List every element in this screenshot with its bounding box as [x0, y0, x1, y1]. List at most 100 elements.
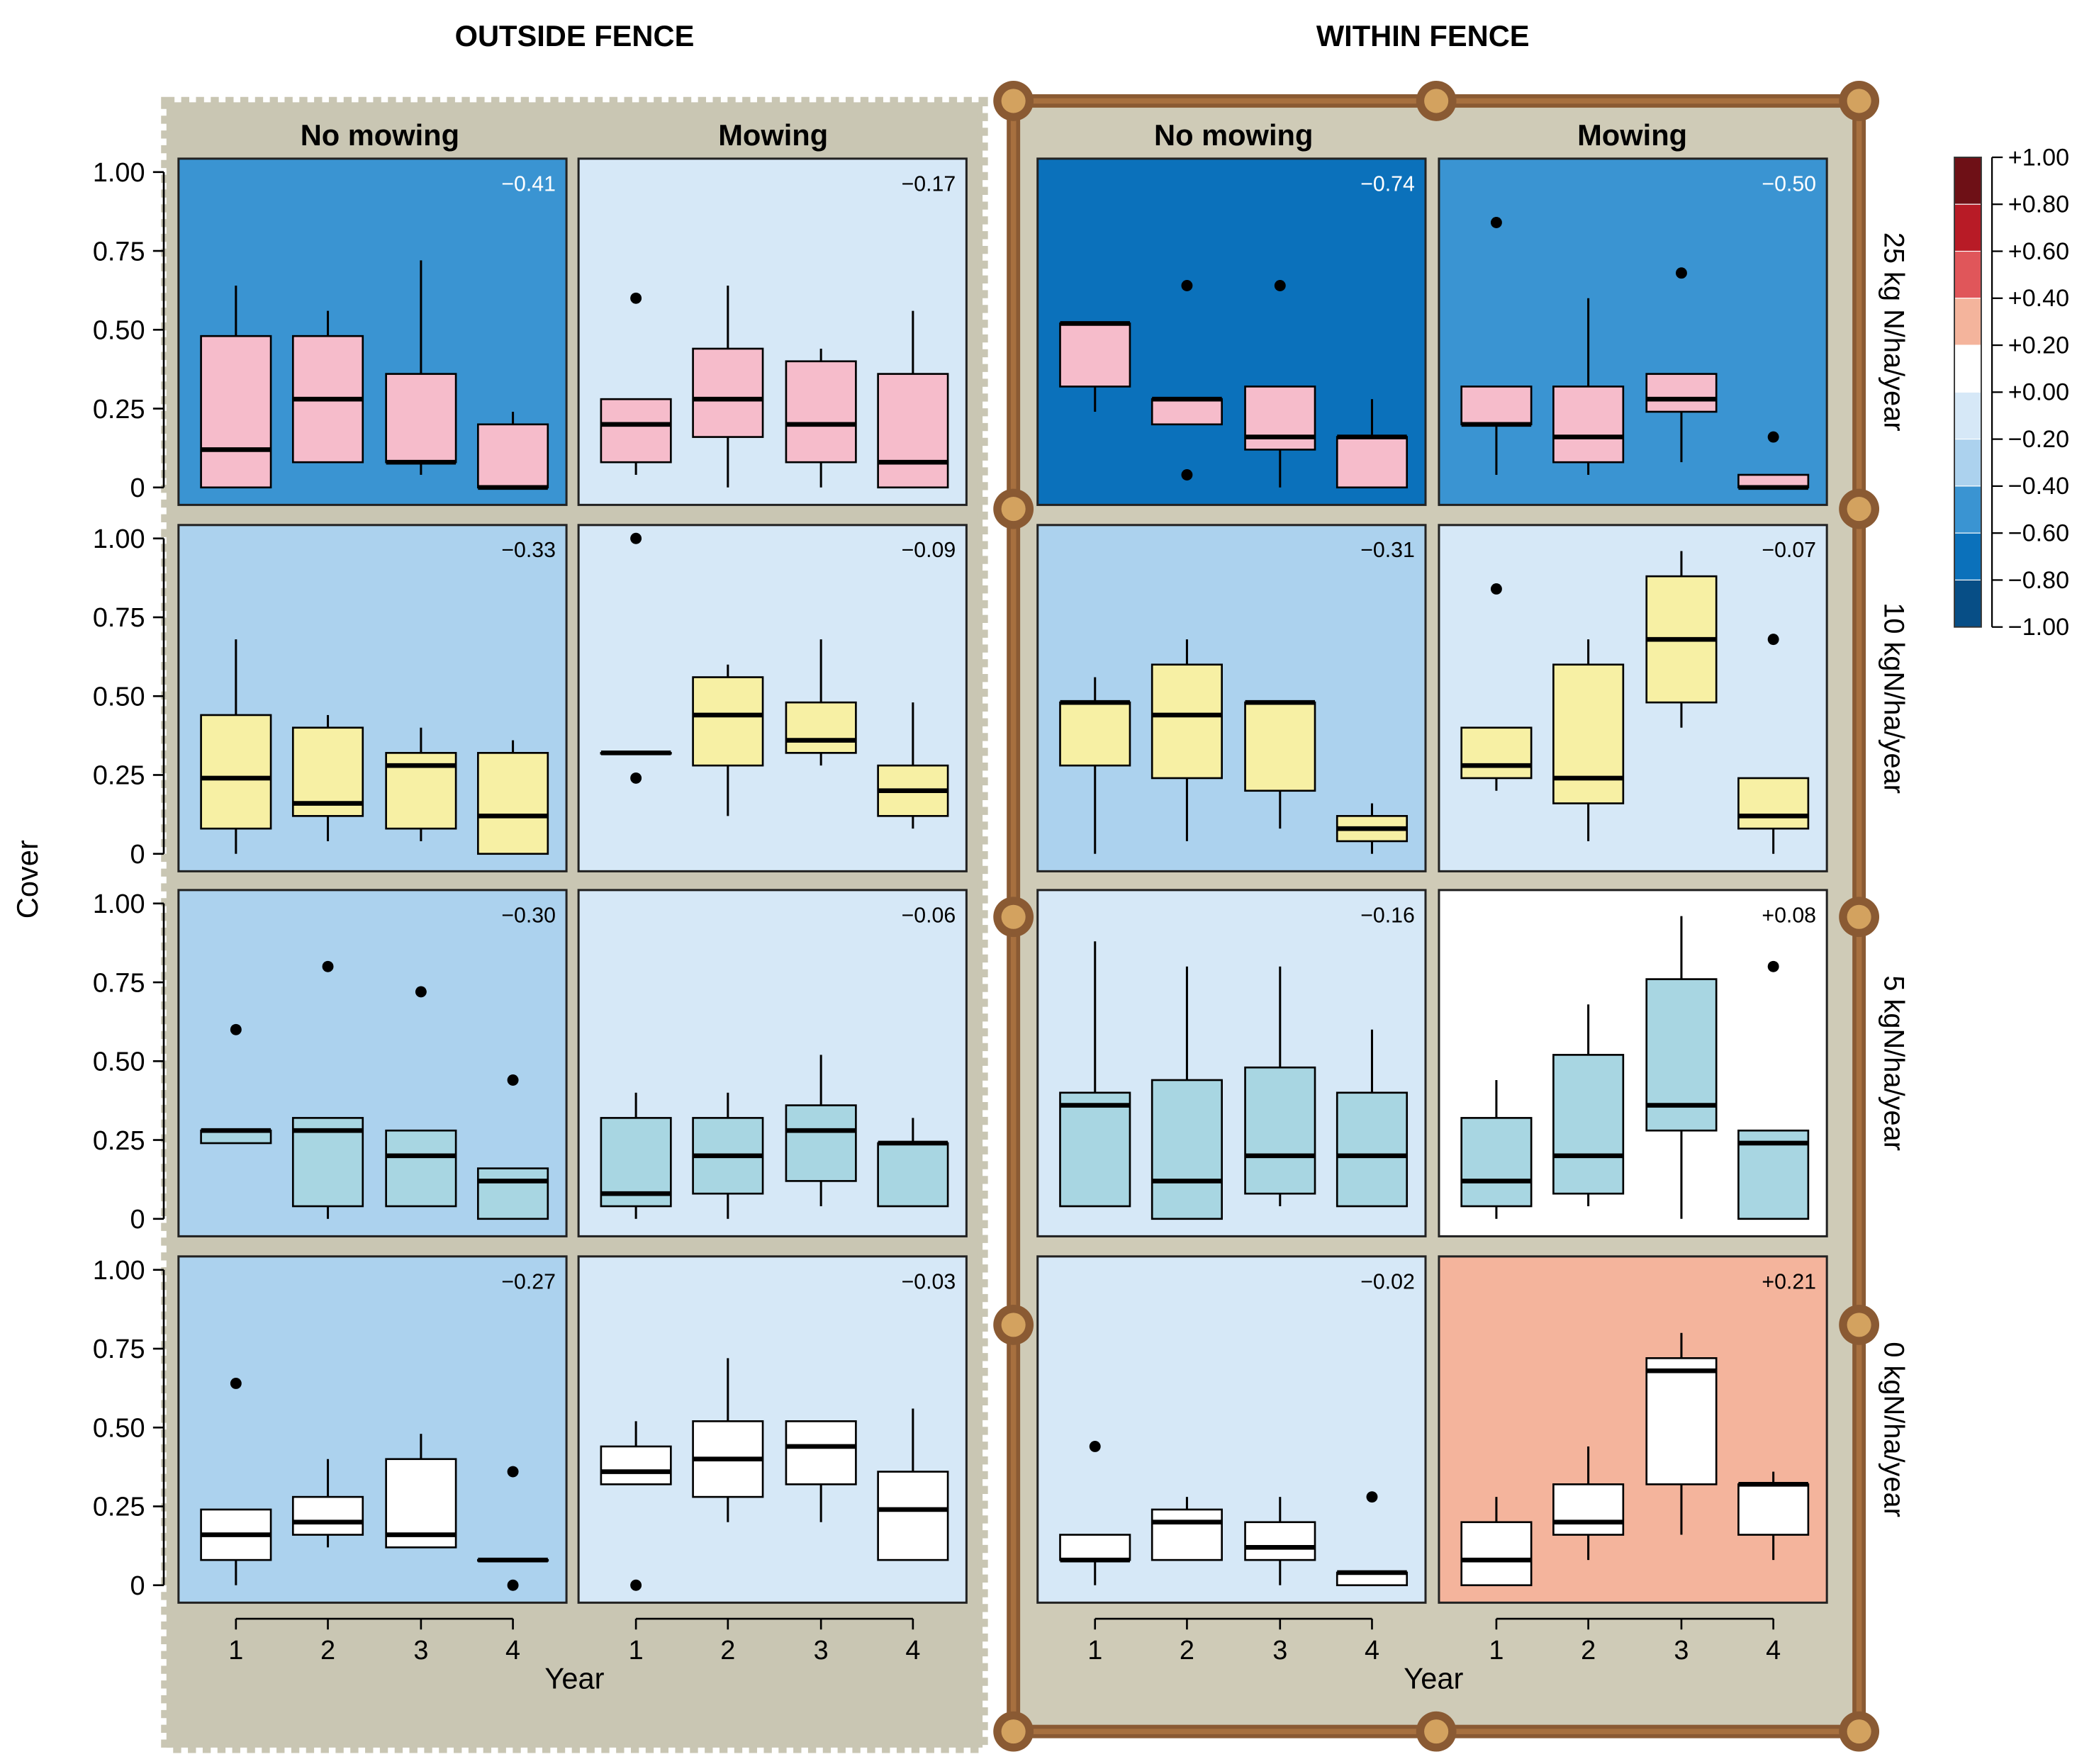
box-year-2	[1150, 639, 1223, 841]
box-year-4	[477, 411, 549, 490]
box-iqr	[600, 1445, 672, 1485]
colorbar-swatch	[1954, 485, 1982, 534]
correlation-label: −0.31	[1360, 539, 1415, 562]
fence-post-inner	[1001, 1719, 1026, 1744]
box-iqr	[692, 347, 764, 438]
outlier-point	[415, 986, 427, 998]
x-axis-col-1: 1 2 3 4	[629, 1617, 920, 1665]
x-tick-label: 3	[1272, 1636, 1287, 1665]
panel-0-1: −0.17	[577, 157, 968, 506]
panel-2-3: +0.08	[1438, 889, 1828, 1237]
outlier-point	[1767, 960, 1779, 972]
panel-2-1: −0.06	[577, 889, 968, 1237]
box-year-4	[1737, 634, 1810, 854]
box-year-2	[291, 310, 364, 464]
box-iqr	[291, 1495, 364, 1536]
colorbar-tick-label: −1.00	[2008, 614, 2069, 641]
box-iqr	[1150, 663, 1223, 780]
box-iqr	[1150, 1079, 1223, 1220]
outlier-point	[230, 1377, 242, 1389]
fence-post-inner	[1847, 1719, 1871, 1744]
outlier-point	[507, 1074, 519, 1086]
box-year-4	[477, 740, 549, 855]
box-year-2	[1150, 966, 1223, 1220]
outlier-point	[630, 772, 642, 784]
correlation-label: −0.07	[1762, 539, 1816, 562]
x-axes: 1 2 3 4 1 2 3 4 1 2 3 4 1 2 3 4	[228, 1617, 1781, 1665]
colorbar-swatch	[1954, 532, 1982, 581]
box-iqr	[1737, 1483, 1810, 1536]
y-tick-label: 1.00	[93, 889, 145, 919]
x-tick-label: 2	[1581, 1636, 1596, 1665]
colorbar-frame	[1954, 157, 1982, 628]
x-tick-label: 3	[1674, 1636, 1689, 1665]
box-year-1	[600, 292, 672, 475]
box-year-2	[291, 1459, 364, 1548]
outlier-point	[630, 292, 642, 304]
x-tick-label: 2	[1180, 1636, 1194, 1665]
box-iqr	[1552, 1054, 1625, 1195]
box-iqr	[1150, 398, 1223, 426]
colorbar-swatch	[1954, 203, 1982, 252]
box-year-1	[1460, 1497, 1533, 1587]
box-iqr	[785, 1420, 857, 1485]
outlier-point	[1767, 634, 1779, 646]
x-tick-label: 1	[629, 1636, 644, 1665]
box-year-2	[1552, 298, 1625, 475]
outlier-point	[1767, 431, 1779, 443]
box-iqr	[1059, 1534, 1131, 1561]
x-axis-title-outside: Year	[544, 1662, 604, 1695]
fence-post-inner	[1847, 904, 1871, 929]
box-iqr	[1059, 701, 1131, 767]
correlation-label: −0.27	[501, 1270, 556, 1293]
box-year-3	[785, 348, 857, 488]
colorbar-swatch	[1954, 157, 1982, 205]
box-year-3	[1645, 1332, 1718, 1535]
outlier-point	[630, 532, 642, 544]
box-year-2	[692, 285, 764, 488]
box-year-2	[291, 714, 364, 841]
y-tick-label: 0.50	[93, 1413, 145, 1443]
colorbar-tick-label: +0.40	[2008, 285, 2069, 312]
box-year-1	[1059, 1440, 1131, 1585]
box-year-2	[692, 1358, 764, 1522]
box-iqr	[785, 1104, 857, 1182]
fence-post-inner	[1001, 497, 1026, 522]
colorbar-tick-label: −0.60	[2008, 520, 2069, 547]
box-year-4	[1737, 960, 1810, 1220]
box-iqr	[1460, 726, 1533, 780]
fence-post-inner	[1847, 1313, 1871, 1337]
colorbar-swatch	[1954, 344, 1982, 393]
box-year-1	[1059, 941, 1131, 1208]
box-iqr	[600, 398, 672, 464]
correlation-label: +0.21	[1762, 1270, 1816, 1293]
box-year-3	[785, 1055, 857, 1206]
x-axis-col-0: 1 2 3 4	[228, 1617, 520, 1665]
correlation-label: −0.17	[902, 172, 956, 196]
box-year-4	[877, 1408, 949, 1561]
y-tick-label: 0.50	[93, 682, 145, 712]
box-iqr	[1737, 777, 1810, 830]
x-tick-label: 2	[720, 1636, 735, 1665]
box-iqr	[385, 373, 457, 464]
box-year-1	[1460, 1079, 1533, 1219]
fence-post-inner	[1424, 1719, 1449, 1744]
box-year-3	[385, 260, 457, 475]
box-iqr	[1460, 1521, 1533, 1587]
outlier-point	[322, 960, 334, 972]
panel-2-2: −0.16	[1036, 889, 1427, 1237]
colorbar-tick-label: +1.00	[2008, 144, 2069, 171]
row-label-0: 0 kgN/ha/year	[1879, 1342, 1910, 1517]
box-iqr	[1059, 322, 1131, 388]
box-year-4	[1336, 803, 1409, 854]
colorbar-swatch	[1954, 298, 1982, 346]
box-iqr	[1150, 1508, 1223, 1561]
x-axis-col-3: 1 2 3 4	[1489, 1617, 1781, 1665]
panel-background	[1438, 157, 1828, 506]
box-iqr	[1552, 663, 1625, 804]
box-year-2	[692, 664, 764, 816]
y-tick-label: 0	[130, 840, 145, 870]
box-iqr	[1645, 373, 1718, 413]
box-year-1	[1460, 583, 1533, 791]
correlation-label: −0.16	[1360, 904, 1415, 927]
